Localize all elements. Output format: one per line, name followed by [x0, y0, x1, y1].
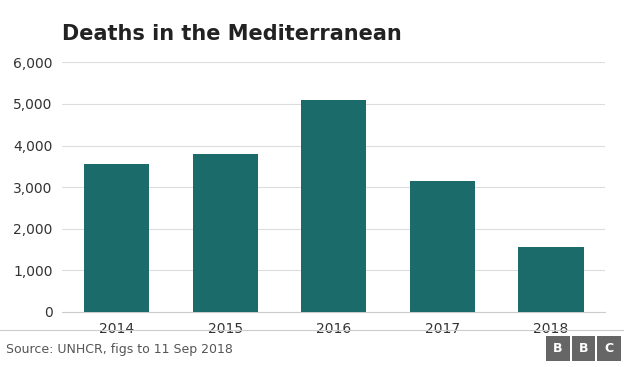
Bar	[410, 181, 475, 312]
Bar	[301, 100, 366, 312]
Text: Deaths in the Mediterranean: Deaths in the Mediterranean	[62, 24, 402, 44]
Text: C: C	[605, 342, 613, 355]
Text: B: B	[578, 342, 588, 355]
Text: B: B	[553, 342, 563, 355]
Bar	[519, 247, 583, 312]
Bar	[193, 154, 258, 312]
Bar	[84, 164, 149, 312]
Text: Source: UNHCR, figs to 11 Sep 2018: Source: UNHCR, figs to 11 Sep 2018	[6, 343, 233, 356]
